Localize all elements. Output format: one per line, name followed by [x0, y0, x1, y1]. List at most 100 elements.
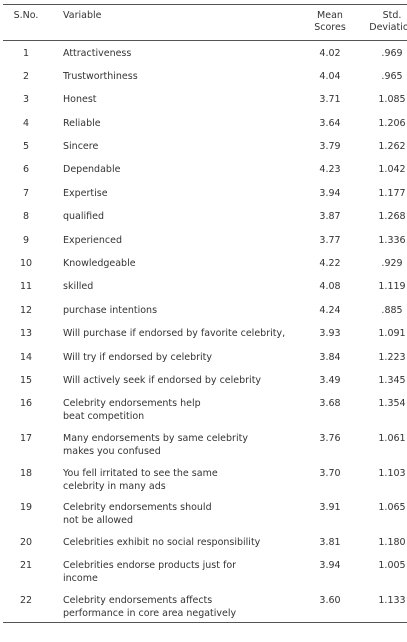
- table-row: 9 Experienced 3.77 1.336: [3, 228, 407, 251]
- table-row: 12 purchase intentions 4.24 .885: [3, 298, 407, 321]
- variable-cell: Celebrity endorsements help beat competit…: [49, 391, 300, 426]
- std-deviation: .965: [381, 70, 403, 82]
- mean-score: 4.04: [319, 70, 341, 82]
- mean-score: 4.23: [319, 164, 341, 176]
- variable-text: Celebrities exhibit no social responsibi…: [63, 536, 261, 548]
- table-row: 14 Will try if endorsed by celebrity 3.84 1…: [3, 345, 407, 368]
- mean-score: 3.49: [319, 374, 341, 386]
- variable-text: qualified: [63, 211, 105, 223]
- table-row: 19 Celebrity endorsements should not be al…: [3, 495, 407, 530]
- variable-text: celebrity in many ads: [63, 480, 166, 492]
- mean-score: 3.91: [319, 502, 341, 514]
- mean-score: 3.94: [319, 187, 341, 199]
- mean-score: 3.79: [319, 141, 341, 153]
- variable-cell: Will actively seek if endorsed by celebr…: [49, 368, 300, 391]
- variable-text: Dependable: [63, 164, 121, 176]
- serial-number: 12: [19, 304, 33, 316]
- variable-cell: Will try if endorsed by celebrity: [49, 345, 300, 368]
- table-row: 17 Many endorsements by same celebrity mak…: [3, 426, 407, 461]
- variable-text: Expertise: [63, 187, 108, 199]
- variable-text: performance in core area negatively: [63, 607, 237, 619]
- variable-cell: Reliable: [49, 111, 300, 134]
- std-deviation: .929: [381, 258, 403, 270]
- serial-number: 10: [19, 258, 33, 270]
- column-header: Std.Deviation: [360, 5, 407, 41]
- mean-score: 3.68: [319, 398, 341, 410]
- mean-score: 3.77: [319, 234, 341, 246]
- std-deviation: 1.206: [378, 117, 406, 129]
- column-header: Mean Scores: [300, 5, 360, 41]
- variable-text: skilled: [63, 281, 94, 293]
- variable-cell: qualified: [49, 204, 300, 227]
- table-row: 18 You fell irritated to see the same cele…: [3, 461, 407, 496]
- variable-cell: Will purchase if endorsed by favorite ce…: [49, 321, 300, 344]
- table-row: 21 Celebrities endorse products just for i…: [3, 553, 407, 588]
- mean-score: 4.02: [319, 48, 341, 59]
- variable-text: Celebrity endorsements help: [63, 398, 201, 410]
- serial-number: 3: [22, 94, 30, 106]
- serial-number: 21: [19, 560, 33, 572]
- variable-text: You fell irritated to see the same: [63, 467, 218, 479]
- std-deviation: 1.268: [378, 211, 406, 223]
- serial-number: 14: [19, 351, 33, 363]
- serial-number: 7: [22, 187, 30, 199]
- serial-number: 5: [22, 141, 30, 153]
- table-row: 3 Honest 3.71 1.085: [3, 87, 407, 110]
- std-deviation: 1.354: [378, 398, 406, 410]
- mean-score: 3.94: [319, 560, 341, 572]
- serial-number: 15: [19, 374, 33, 386]
- variable-text: Celebrities endorse products just for: [63, 560, 237, 572]
- std-deviation: 1.119: [378, 281, 406, 293]
- std-deviation: 1.345: [378, 374, 406, 386]
- table-row: 11 skilled 4.08 1.119: [3, 274, 407, 297]
- std-deviation: 1.085: [378, 94, 406, 106]
- header-text: Deviation: [369, 22, 407, 33]
- variable-cell: skilled: [49, 274, 300, 297]
- serial-number: 4: [22, 117, 30, 129]
- std-deviation: 1.133: [378, 594, 406, 606]
- variable-text: Will purchase if endorsed by favorite ce…: [63, 328, 286, 340]
- serial-number: 2: [22, 70, 30, 82]
- table-row: 6 Dependable 4.23 1.042: [3, 157, 407, 180]
- std-deviation: 1.262: [378, 141, 406, 153]
- variable-text: income: [63, 573, 98, 585]
- variable-cell: Celebrity endorsements should not be allo…: [49, 495, 300, 530]
- variable-text: Honest: [63, 94, 97, 106]
- table-row: 2 Trustworthiness 4.04 .965: [3, 64, 407, 87]
- std-deviation: .885: [381, 304, 403, 316]
- header-text: Mean: [317, 10, 343, 21]
- mean-score: 3.87: [319, 211, 341, 223]
- table-row: 20 Celebrities exhibit no social responsi…: [3, 530, 407, 553]
- std-deviation: .969: [381, 48, 403, 59]
- mean-score: 3.70: [319, 467, 341, 479]
- variable-text: purchase intentions: [63, 304, 158, 316]
- variable-text: Reliable: [63, 117, 101, 129]
- serial-number: 18: [19, 467, 33, 479]
- header-text: S.No.: [13, 10, 39, 21]
- table-row: 5 Sincere 3.79 1.262: [3, 134, 407, 157]
- mean-score: 3.71: [319, 94, 341, 106]
- table-row: 8 qualified 3.87 1.268: [3, 204, 407, 227]
- serial-number: 13: [19, 328, 33, 340]
- variable-text: beat competition: [63, 411, 145, 423]
- variable-text: Will actively seek if endorsed by celebr…: [63, 374, 262, 386]
- table-row: 16 Celebrity endorsements help beat compet…: [3, 391, 407, 426]
- header-text: Std.: [382, 10, 402, 21]
- table-row: 10 Knowledgeable 4.22 .929: [3, 251, 407, 274]
- variable-cell: Celebrities exhibit no social responsibi…: [49, 530, 300, 553]
- mean-score: 4.08: [319, 281, 341, 293]
- serial-number: 6: [22, 164, 30, 176]
- variable-text: Celebrity endorsements affects: [63, 594, 213, 606]
- variable-text: Many endorsements by same celebrity: [63, 432, 248, 444]
- std-deviation: 1.061: [378, 432, 406, 444]
- mean-score: 3.60: [319, 594, 341, 606]
- variable-cell: Celebrity endorsements affects performanc…: [49, 588, 300, 623]
- variable-cell: Knowledgeable: [49, 251, 300, 274]
- std-deviation: 1.091: [378, 328, 406, 340]
- mean-score: 3.81: [319, 536, 341, 548]
- variable-text: Attractiveness: [63, 48, 132, 59]
- std-deviation: 1.177: [378, 187, 406, 199]
- variable-cell: Expertise: [49, 181, 300, 204]
